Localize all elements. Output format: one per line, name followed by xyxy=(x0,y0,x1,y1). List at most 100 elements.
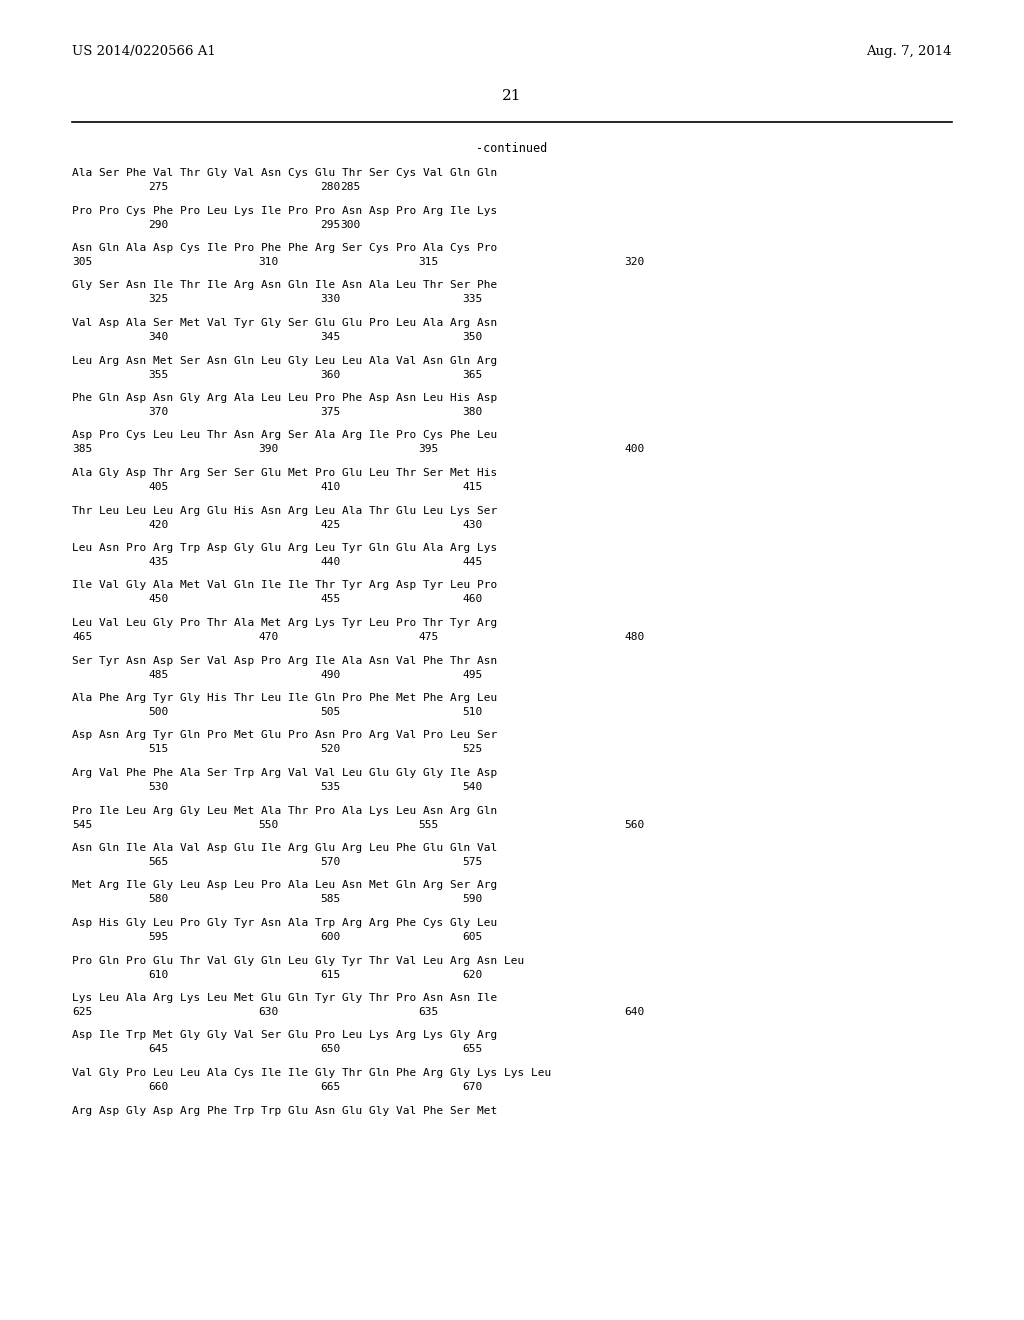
Text: 550: 550 xyxy=(258,820,279,829)
Text: 375: 375 xyxy=(319,407,340,417)
Text: -continued: -continued xyxy=(476,141,548,154)
Text: 275: 275 xyxy=(148,182,168,191)
Text: Arg Val Phe Phe Ala Ser Trp Arg Val Val Leu Glu Gly Gly Ile Asp: Arg Val Phe Phe Ala Ser Trp Arg Val Val … xyxy=(72,768,498,777)
Text: 450: 450 xyxy=(148,594,168,605)
Text: 290: 290 xyxy=(148,219,168,230)
Text: 380: 380 xyxy=(462,407,482,417)
Text: 665: 665 xyxy=(319,1082,340,1092)
Text: 385: 385 xyxy=(72,445,92,454)
Text: Asp Pro Cys Leu Leu Thr Asn Arg Ser Ala Arg Ile Pro Cys Phe Leu: Asp Pro Cys Leu Leu Thr Asn Arg Ser Ala … xyxy=(72,430,498,441)
Text: Asp Ile Trp Met Gly Gly Val Ser Glu Pro Leu Lys Arg Lys Gly Arg: Asp Ile Trp Met Gly Gly Val Ser Glu Pro … xyxy=(72,1031,498,1040)
Text: Ile Val Gly Ala Met Val Gln Ile Ile Thr Tyr Arg Asp Tyr Leu Pro: Ile Val Gly Ala Met Val Gln Ile Ile Thr … xyxy=(72,581,498,590)
Text: 575: 575 xyxy=(462,857,482,867)
Text: 590: 590 xyxy=(462,895,482,904)
Text: 310: 310 xyxy=(258,257,279,267)
Text: 595: 595 xyxy=(148,932,168,942)
Text: Ala Phe Arg Tyr Gly His Thr Leu Ile Gln Pro Phe Met Phe Arg Leu: Ala Phe Arg Tyr Gly His Thr Leu Ile Gln … xyxy=(72,693,498,704)
Text: Asn Gln Ala Asp Cys Ile Pro Phe Phe Arg Ser Cys Pro Ala Cys Pro: Asn Gln Ala Asp Cys Ile Pro Phe Phe Arg … xyxy=(72,243,498,253)
Text: 280: 280 xyxy=(319,182,340,191)
Text: 500: 500 xyxy=(148,708,168,717)
Text: Met Arg Ile Gly Leu Asp Leu Pro Ala Leu Asn Met Gln Arg Ser Arg: Met Arg Ile Gly Leu Asp Leu Pro Ala Leu … xyxy=(72,880,498,891)
Text: 525: 525 xyxy=(462,744,482,755)
Text: 540: 540 xyxy=(462,781,482,792)
Text: 455: 455 xyxy=(319,594,340,605)
Text: Asn Gln Ile Ala Val Asp Glu Ile Arg Glu Arg Leu Phe Glu Gln Val: Asn Gln Ile Ala Val Asp Glu Ile Arg Glu … xyxy=(72,843,498,853)
Text: 345: 345 xyxy=(319,333,340,342)
Text: 465: 465 xyxy=(72,632,92,642)
Text: 440: 440 xyxy=(319,557,340,568)
Text: 285: 285 xyxy=(340,182,360,191)
Text: 420: 420 xyxy=(148,520,168,529)
Text: 430: 430 xyxy=(462,520,482,529)
Text: Pro Gln Pro Glu Thr Val Gly Gln Leu Gly Tyr Thr Val Leu Arg Asn Leu: Pro Gln Pro Glu Thr Val Gly Gln Leu Gly … xyxy=(72,956,524,965)
Text: Thr Leu Leu Leu Arg Glu His Asn Arg Leu Ala Thr Glu Leu Lys Ser: Thr Leu Leu Leu Arg Glu His Asn Arg Leu … xyxy=(72,506,498,516)
Text: Arg Asp Gly Asp Arg Phe Trp Trp Glu Asn Glu Gly Val Phe Ser Met: Arg Asp Gly Asp Arg Phe Trp Trp Glu Asn … xyxy=(72,1106,498,1115)
Text: 620: 620 xyxy=(462,969,482,979)
Text: 510: 510 xyxy=(462,708,482,717)
Text: 370: 370 xyxy=(148,407,168,417)
Text: 635: 635 xyxy=(418,1007,438,1016)
Text: 490: 490 xyxy=(319,669,340,680)
Text: 355: 355 xyxy=(148,370,168,380)
Text: 655: 655 xyxy=(462,1044,482,1055)
Text: 495: 495 xyxy=(462,669,482,680)
Text: 610: 610 xyxy=(148,969,168,979)
Text: 645: 645 xyxy=(148,1044,168,1055)
Text: 670: 670 xyxy=(462,1082,482,1092)
Text: 560: 560 xyxy=(624,820,644,829)
Text: Leu Val Leu Gly Pro Thr Ala Met Arg Lys Tyr Leu Pro Thr Tyr Arg: Leu Val Leu Gly Pro Thr Ala Met Arg Lys … xyxy=(72,618,498,628)
Text: 350: 350 xyxy=(462,333,482,342)
Text: Ala Ser Phe Val Thr Gly Val Asn Cys Glu Thr Ser Cys Val Gln Gln: Ala Ser Phe Val Thr Gly Val Asn Cys Glu … xyxy=(72,168,498,178)
Text: Leu Asn Pro Arg Trp Asp Gly Glu Arg Leu Tyr Gln Glu Ala Arg Lys: Leu Asn Pro Arg Trp Asp Gly Glu Arg Leu … xyxy=(72,543,498,553)
Text: Ser Tyr Asn Asp Ser Val Asp Pro Arg Ile Ala Asn Val Phe Thr Asn: Ser Tyr Asn Asp Ser Val Asp Pro Arg Ile … xyxy=(72,656,498,665)
Text: 295: 295 xyxy=(319,219,340,230)
Text: 580: 580 xyxy=(148,895,168,904)
Text: 320: 320 xyxy=(624,257,644,267)
Text: Asp His Gly Leu Pro Gly Tyr Asn Ala Trp Arg Arg Phe Cys Gly Leu: Asp His Gly Leu Pro Gly Tyr Asn Ala Trp … xyxy=(72,917,498,928)
Text: 470: 470 xyxy=(258,632,279,642)
Text: 565: 565 xyxy=(148,857,168,867)
Text: 365: 365 xyxy=(462,370,482,380)
Text: 305: 305 xyxy=(72,257,92,267)
Text: 390: 390 xyxy=(258,445,279,454)
Text: 415: 415 xyxy=(462,482,482,492)
Text: Gly Ser Asn Ile Thr Ile Arg Asn Gln Ile Asn Ala Leu Thr Ser Phe: Gly Ser Asn Ile Thr Ile Arg Asn Gln Ile … xyxy=(72,281,498,290)
Text: Leu Arg Asn Met Ser Asn Gln Leu Gly Leu Leu Ala Val Asn Gln Arg: Leu Arg Asn Met Ser Asn Gln Leu Gly Leu … xyxy=(72,355,498,366)
Text: 300: 300 xyxy=(340,219,360,230)
Text: 395: 395 xyxy=(418,445,438,454)
Text: 660: 660 xyxy=(148,1082,168,1092)
Text: 640: 640 xyxy=(624,1007,644,1016)
Text: 520: 520 xyxy=(319,744,340,755)
Text: 475: 475 xyxy=(418,632,438,642)
Text: 410: 410 xyxy=(319,482,340,492)
Text: 340: 340 xyxy=(148,333,168,342)
Text: 400: 400 xyxy=(624,445,644,454)
Text: Asp Asn Arg Tyr Gln Pro Met Glu Pro Asn Pro Arg Val Pro Leu Ser: Asp Asn Arg Tyr Gln Pro Met Glu Pro Asn … xyxy=(72,730,498,741)
Text: 330: 330 xyxy=(319,294,340,305)
Text: 555: 555 xyxy=(418,820,438,829)
Text: 630: 630 xyxy=(258,1007,279,1016)
Text: 325: 325 xyxy=(148,294,168,305)
Text: 545: 545 xyxy=(72,820,92,829)
Text: US 2014/0220566 A1: US 2014/0220566 A1 xyxy=(72,45,216,58)
Text: 480: 480 xyxy=(624,632,644,642)
Text: 600: 600 xyxy=(319,932,340,942)
Text: 445: 445 xyxy=(462,557,482,568)
Text: 335: 335 xyxy=(462,294,482,305)
Text: 585: 585 xyxy=(319,895,340,904)
Text: 425: 425 xyxy=(319,520,340,529)
Text: 21: 21 xyxy=(502,88,522,103)
Text: Aug. 7, 2014: Aug. 7, 2014 xyxy=(866,45,952,58)
Text: 625: 625 xyxy=(72,1007,92,1016)
Text: 360: 360 xyxy=(319,370,340,380)
Text: 535: 535 xyxy=(319,781,340,792)
Text: 650: 650 xyxy=(319,1044,340,1055)
Text: 515: 515 xyxy=(148,744,168,755)
Text: 485: 485 xyxy=(148,669,168,680)
Text: 405: 405 xyxy=(148,482,168,492)
Text: 315: 315 xyxy=(418,257,438,267)
Text: Phe Gln Asp Asn Gly Arg Ala Leu Leu Pro Phe Asp Asn Leu His Asp: Phe Gln Asp Asn Gly Arg Ala Leu Leu Pro … xyxy=(72,393,498,403)
Text: Pro Ile Leu Arg Gly Leu Met Ala Thr Pro Ala Lys Leu Asn Arg Gln: Pro Ile Leu Arg Gly Leu Met Ala Thr Pro … xyxy=(72,805,498,816)
Text: 605: 605 xyxy=(462,932,482,942)
Text: 570: 570 xyxy=(319,857,340,867)
